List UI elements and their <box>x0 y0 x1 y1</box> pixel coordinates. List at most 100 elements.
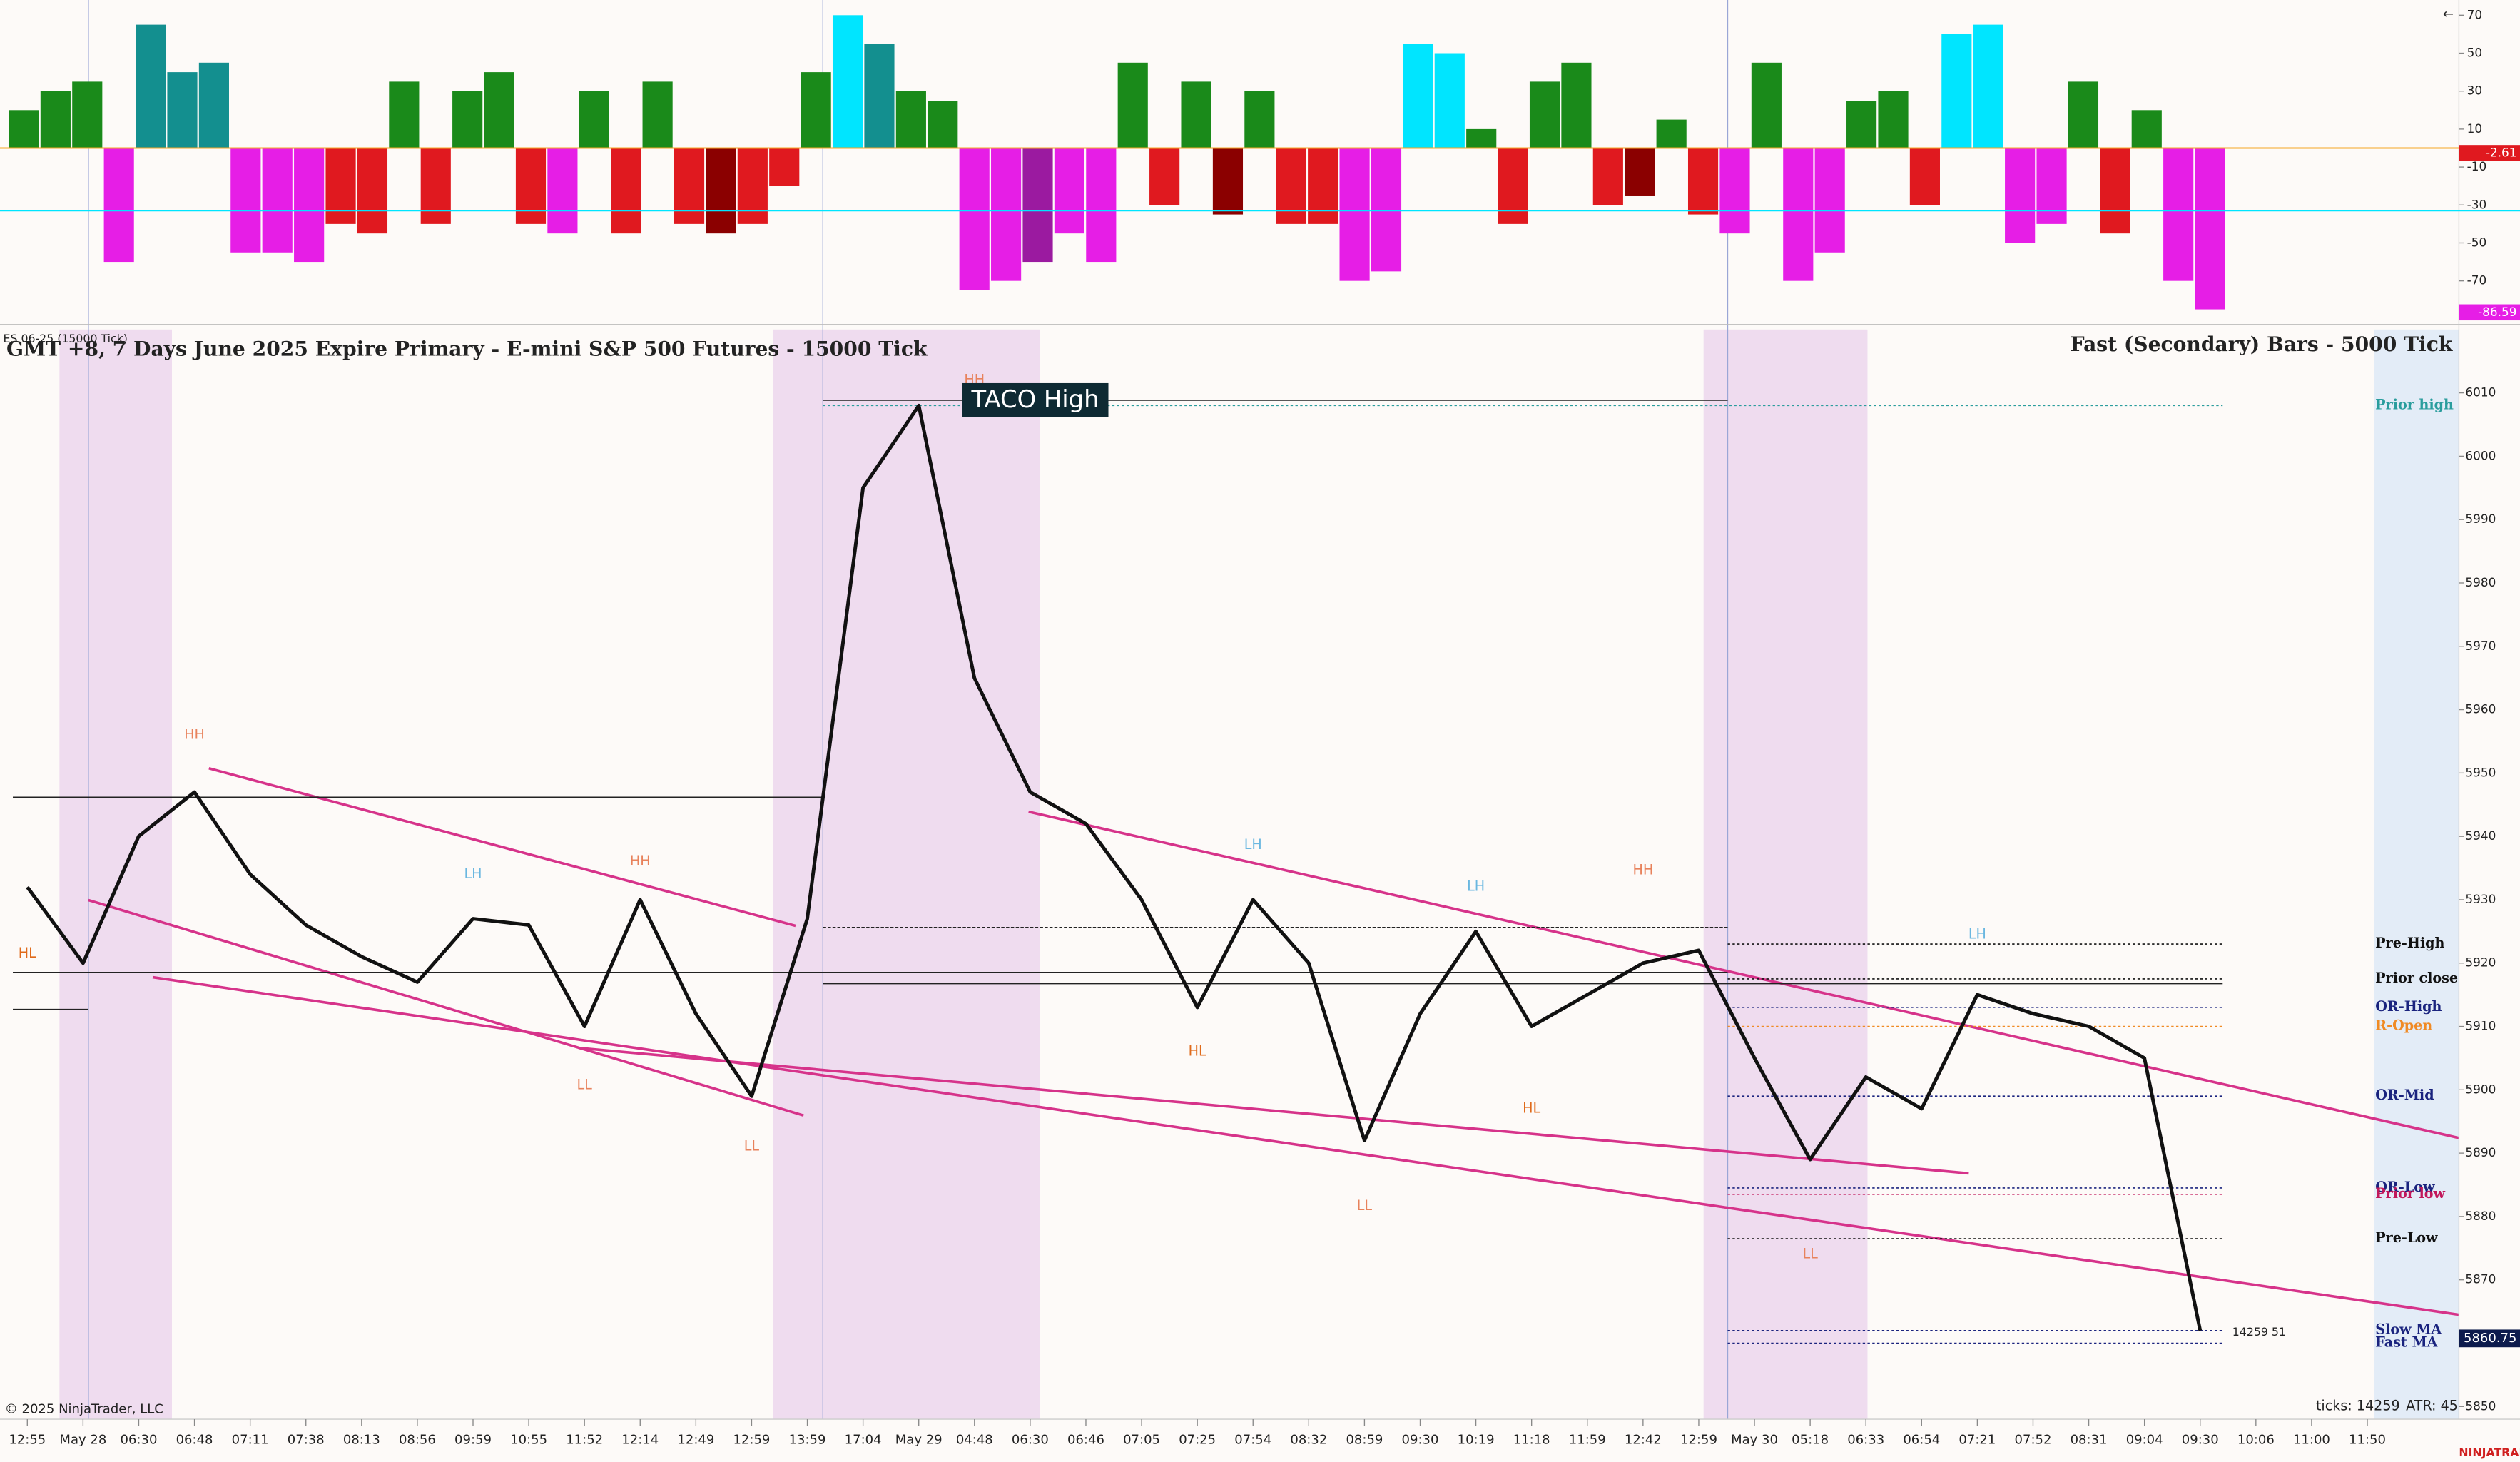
histogram-bar <box>420 148 451 224</box>
session-band <box>1703 329 1868 1420</box>
y-tick-label: 5870 <box>2465 1272 2496 1286</box>
swing-label: HH <box>184 726 205 743</box>
histogram-bar <box>832 15 863 148</box>
swing-label: LL <box>744 1138 760 1154</box>
histogram-bar <box>1466 128 1497 148</box>
swing-label: HL <box>1523 1100 1540 1116</box>
histogram-bar <box>1434 53 1465 148</box>
callout-box <box>962 382 1109 417</box>
histogram-bar <box>928 101 958 148</box>
y-tick-label: 6000 <box>2465 448 2496 462</box>
y-tick-label: 5910 <box>2465 1019 2496 1033</box>
level-label: OR-High <box>2375 998 2442 1015</box>
histogram-bar <box>1561 62 1592 148</box>
value-badge <box>2459 145 2520 161</box>
histogram-bar <box>40 91 71 148</box>
x-tick-label: 07:52 <box>2015 1432 2052 1447</box>
level-label: OR-Mid <box>2375 1087 2434 1103</box>
x-tick-label: 07:25 <box>1179 1432 1216 1447</box>
level-label: Fast MA <box>2375 1334 2438 1350</box>
x-tick-label: 12:55 <box>9 1432 46 1447</box>
histogram-bar <box>864 44 895 148</box>
x-tick-label: 06:54 <box>1903 1432 1940 1447</box>
histogram-bar <box>1592 148 1623 205</box>
histogram-bar <box>1625 148 1655 196</box>
x-tick-label: 09:30 <box>1402 1432 1439 1447</box>
histogram-bar <box>737 148 768 224</box>
histogram-bar <box>2068 81 2099 148</box>
y-tick-label: 5990 <box>2465 512 2496 526</box>
x-tick-label: 04:48 <box>956 1432 993 1447</box>
histogram-bar <box>1181 81 1211 148</box>
y-tick-label: 5850 <box>2465 1398 2496 1413</box>
histogram-bar <box>1687 148 1719 215</box>
histogram-bar <box>1086 148 1117 263</box>
y-tick-label: -10 <box>2467 159 2487 173</box>
histogram-bar <box>1308 148 1338 224</box>
x-tick-label: 12:59 <box>1680 1432 1717 1447</box>
x-tick-label: 06:46 <box>1067 1432 1104 1447</box>
histogram-bar <box>103 148 134 263</box>
y-tick-label: 5980 <box>2465 575 2496 589</box>
swing-label: HH <box>1632 862 1653 878</box>
histogram-bar <box>547 148 578 234</box>
histogram-bar <box>136 24 166 148</box>
x-tick-label: 07:05 <box>1123 1432 1160 1447</box>
histogram-bar <box>262 148 293 253</box>
y-tick-label: 5940 <box>2465 828 2496 843</box>
y-tick-label: -30 <box>2467 197 2487 211</box>
histogram-bar <box>2005 148 2036 243</box>
chart-title: GMT +8, 7 Days June 2025 Expire Primary … <box>6 337 928 361</box>
x-tick-label: 11:18 <box>1513 1432 1550 1447</box>
price-badge <box>2459 1329 2520 1348</box>
histogram-bar <box>9 110 39 148</box>
x-tick-label: 09:59 <box>454 1432 492 1447</box>
histogram-bar <box>515 148 547 224</box>
tick-count: ticks: 14259 <box>2316 1398 2400 1414</box>
x-tick-label: 07:38 <box>288 1432 325 1447</box>
x-tick-label: 11:52 <box>566 1432 603 1447</box>
x-tick-label: 10:06 <box>2237 1432 2275 1447</box>
swing-label: LL <box>1802 1246 1818 1262</box>
swing-label: LH <box>464 865 482 882</box>
histogram-bar <box>2195 148 2225 310</box>
y-tick-label: 5890 <box>2465 1145 2496 1159</box>
y-tick-label: 5950 <box>2465 765 2496 779</box>
histogram-bar <box>198 62 229 148</box>
histogram-bar <box>1751 62 1782 148</box>
histogram-bar <box>1846 101 1877 148</box>
y-tick-label: -70 <box>2467 273 2487 288</box>
histogram-bar <box>642 81 673 148</box>
histogram-bar <box>1656 119 1687 148</box>
histogram-bar <box>1149 148 1180 205</box>
histogram-bar <box>1339 148 1370 281</box>
histogram-bar <box>294 148 325 263</box>
histogram-bar <box>167 72 198 148</box>
x-tick-label: 13:59 <box>789 1432 826 1447</box>
histogram-bar <box>1117 62 1148 148</box>
x-tick-label: 09:30 <box>2182 1432 2219 1447</box>
level-label: Prior low <box>2375 1185 2445 1202</box>
swing-label: HL <box>1189 1043 1206 1060</box>
histogram-bar <box>452 91 483 148</box>
histogram-bar <box>1022 148 1053 263</box>
histogram-bar <box>991 148 1022 281</box>
swing-label: LH <box>1467 878 1485 895</box>
chart-subtitle: Fast (Secondary) Bars - 5000 Tick <box>2071 332 2453 356</box>
x-tick-label: 08:32 <box>1290 1432 1327 1447</box>
collapse-arrow[interactable]: ← <box>2443 6 2454 21</box>
level-label: OR-Low <box>2375 1179 2435 1195</box>
x-tick-label: 10:19 <box>1458 1432 1495 1447</box>
x-tick-label: 11:50 <box>2349 1432 2386 1447</box>
y-tick-label: 10 <box>2467 121 2482 136</box>
level-label: Pre-Low <box>2375 1229 2438 1246</box>
y-tick-label: 5970 <box>2465 639 2496 653</box>
session-band <box>2374 329 2459 1420</box>
histogram-bar <box>1783 148 1814 281</box>
level-label: R-Open <box>2375 1017 2432 1034</box>
y-tick-label: 5930 <box>2465 892 2496 906</box>
x-tick-label: May 30 <box>1731 1432 1778 1447</box>
x-tick-label: 07:11 <box>232 1432 269 1447</box>
x-tick-label: 11:00 <box>2293 1432 2330 1447</box>
value-badge-label: -86.59 <box>2478 305 2516 319</box>
